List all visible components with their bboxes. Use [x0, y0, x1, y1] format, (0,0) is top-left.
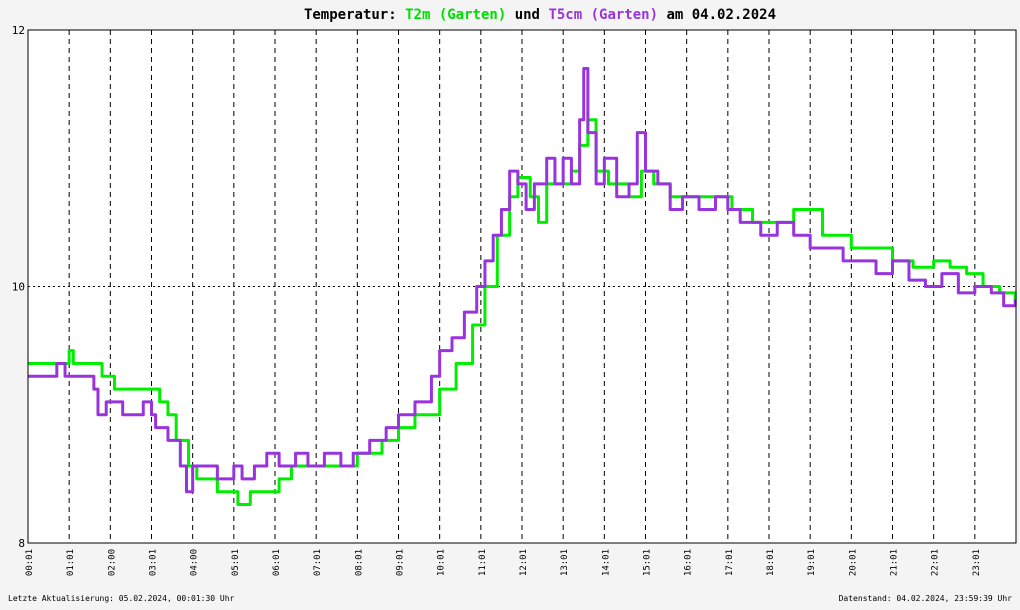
x-tick-label: 02:00	[107, 549, 117, 576]
x-tick-label: 21:01	[890, 549, 900, 576]
x-tick-label: 06:01	[272, 549, 282, 576]
x-tick-label: 01:01	[66, 549, 76, 576]
y-tick-label: 10	[12, 281, 25, 294]
x-tick-label: 12:01	[519, 549, 529, 576]
y-tick-label: 12	[12, 24, 25, 37]
x-tick-label: 14:01	[601, 549, 611, 576]
x-tick-label: 05:01	[231, 549, 241, 576]
x-tick-label: 08:01	[354, 549, 364, 576]
plot-frame	[27, 29, 1017, 544]
title-suffix: am 04.02.2024	[666, 7, 776, 23]
footer-last-update: Letzte Aktualisierung: 05.02.2024, 00:01…	[8, 594, 235, 603]
x-tick-label: 19:01	[807, 549, 817, 576]
series-line-t2m	[28, 118, 1017, 507]
x-tick-label: 20:01	[848, 549, 858, 576]
footer-data-timestamp: Datenstand: 04.02.2024, 23:59:39 Uhr	[839, 594, 1013, 603]
series-layer	[28, 66, 1017, 507]
x-tick-label: 11:01	[478, 549, 488, 576]
x-tick-label: 03:01	[149, 549, 159, 576]
x-tick-label: 13:01	[560, 549, 570, 576]
x-tick-label: 17:01	[725, 549, 735, 576]
title-mid: und	[515, 7, 540, 23]
x-tick-label: 23:01	[972, 549, 982, 576]
x-tick-label: 10:01	[437, 549, 447, 576]
x-tick-label: 15:01	[643, 549, 653, 576]
x-tick-label: 16:01	[684, 549, 694, 576]
x-axis: 00:01 01:01 02:00 03:01 04:00 05:01 06:01 07:01…	[25, 549, 982, 576]
series-line-t5cm	[28, 66, 1017, 494]
x-tick-label: 18:01	[766, 549, 776, 576]
y-axis: 8 10 12	[12, 24, 25, 550]
title-prefix: Temperatur:	[304, 7, 397, 23]
chart-title: Temperatur: T2m (Garten) und T5cm (Garte…	[304, 7, 776, 23]
y-tick-label: 8	[18, 537, 25, 550]
title-series2: T5cm (Garten)	[548, 7, 658, 23]
x-tick-label: 22:01	[931, 549, 941, 576]
x-tick-label: 00:01	[25, 549, 35, 576]
x-tick-label: 09:01	[396, 549, 406, 576]
x-tick-label: 07:01	[313, 549, 323, 576]
title-series1: T2m (Garten)	[405, 7, 506, 23]
x-tick-label: 04:00	[190, 549, 200, 576]
